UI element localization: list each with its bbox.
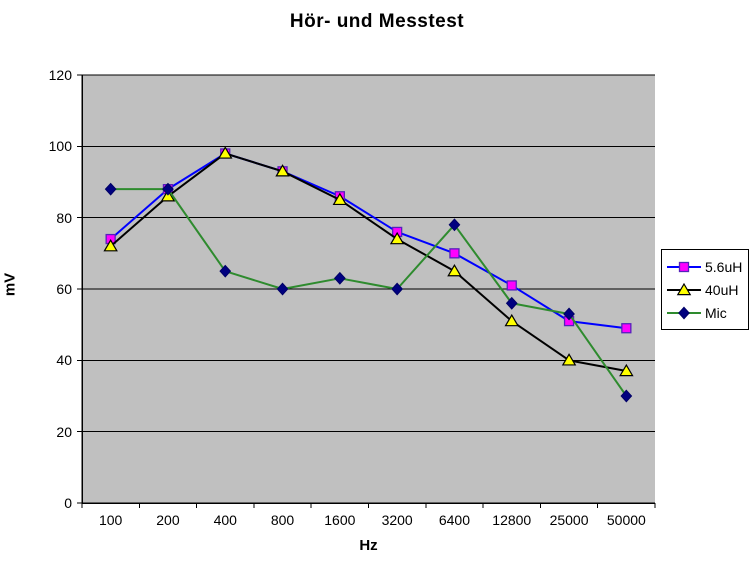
diamond-marker xyxy=(333,271,346,285)
square-marker xyxy=(506,280,517,291)
x-tick-label: 200 xyxy=(156,512,180,528)
y-tick-label: 40 xyxy=(56,352,72,369)
diamond-marker xyxy=(620,389,633,403)
diamond-marker xyxy=(276,282,289,296)
y-tick-label: 20 xyxy=(56,423,72,440)
x-tick-label: 400 xyxy=(213,512,237,528)
series-line xyxy=(110,188,628,397)
series-line xyxy=(109,152,627,373)
legend-diamond-icon xyxy=(667,306,701,319)
triangle-marker xyxy=(275,164,290,177)
x-tick-label: 6400 xyxy=(438,512,471,528)
series-line xyxy=(109,152,627,330)
x-tick-label: 1600 xyxy=(324,512,356,528)
diamond-marker xyxy=(391,282,404,296)
y-tick-label: 80 xyxy=(56,209,72,226)
y-axis-title: mV xyxy=(1,272,19,297)
legend-label: 40uH xyxy=(705,281,739,298)
legend-square-icon xyxy=(667,261,701,272)
diamond-marker xyxy=(678,306,690,319)
x-tick-label: 3200 xyxy=(381,512,413,528)
square-marker xyxy=(621,323,632,334)
diamond-marker xyxy=(219,264,232,278)
triangle-marker xyxy=(561,353,577,366)
diamond-marker xyxy=(104,182,117,196)
series-Mic xyxy=(104,182,633,403)
y-tick-label: 60 xyxy=(56,281,72,297)
diamond-marker xyxy=(448,218,461,232)
triangle-marker xyxy=(332,192,348,206)
triangle-marker xyxy=(619,363,634,377)
y-tick-label: 100 xyxy=(48,138,72,155)
y-tick-label: 0 xyxy=(64,495,72,511)
diamond-marker xyxy=(505,296,518,310)
legend-label: 5.6uH xyxy=(705,258,743,275)
triangle-marker xyxy=(103,239,118,252)
triangle-marker xyxy=(676,282,692,295)
x-tick-label: 100 xyxy=(98,512,123,528)
triangle-marker xyxy=(504,313,519,327)
series-40uH xyxy=(103,146,634,377)
diamond-marker xyxy=(563,307,575,321)
x-tick-label: 800 xyxy=(270,512,295,528)
legend: 5.6uH 40uH Mic xyxy=(661,249,749,330)
y-tick-label: 120 xyxy=(48,67,72,83)
legend-item-Mic: Mic xyxy=(666,301,744,324)
x-tick-label: 25000 xyxy=(549,512,589,528)
legend-item-5.6uH: 5.6uH xyxy=(666,255,744,278)
x-axis-title: Hz xyxy=(359,537,378,554)
square-marker xyxy=(678,261,690,272)
legend-label: Mic xyxy=(705,304,727,321)
diamond-marker xyxy=(162,182,174,196)
triangle-marker xyxy=(218,146,233,159)
chart-title: Hör- und Messtest xyxy=(289,11,465,32)
triangle-marker xyxy=(447,263,462,277)
legend-item-40uH: 40uH xyxy=(666,278,744,301)
triangle-marker xyxy=(389,231,405,245)
x-tick-label: 12800 xyxy=(492,512,532,528)
x-tick-label: 50000 xyxy=(606,512,646,528)
square-marker xyxy=(449,248,460,259)
legend-triangle-icon xyxy=(667,282,701,295)
